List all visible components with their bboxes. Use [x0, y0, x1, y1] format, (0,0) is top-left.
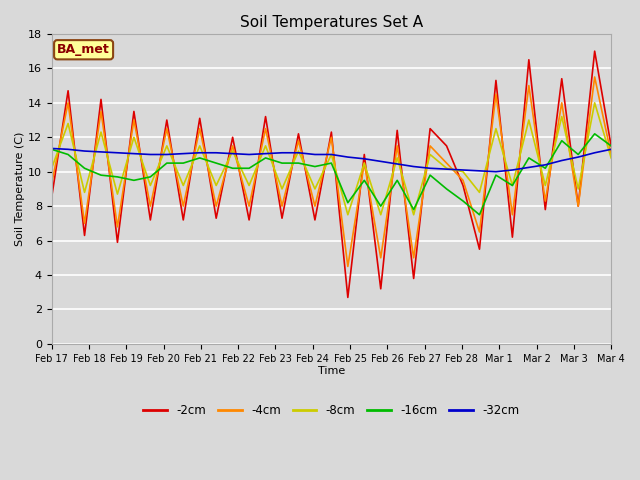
Title: Soil Temperatures Set A: Soil Temperatures Set A [240, 15, 423, 30]
Text: BA_met: BA_met [57, 43, 110, 56]
X-axis label: Time: Time [317, 366, 345, 376]
Y-axis label: Soil Temperature (C): Soil Temperature (C) [15, 132, 25, 246]
Legend: -2cm, -4cm, -8cm, -16cm, -32cm: -2cm, -4cm, -8cm, -16cm, -32cm [139, 399, 524, 422]
